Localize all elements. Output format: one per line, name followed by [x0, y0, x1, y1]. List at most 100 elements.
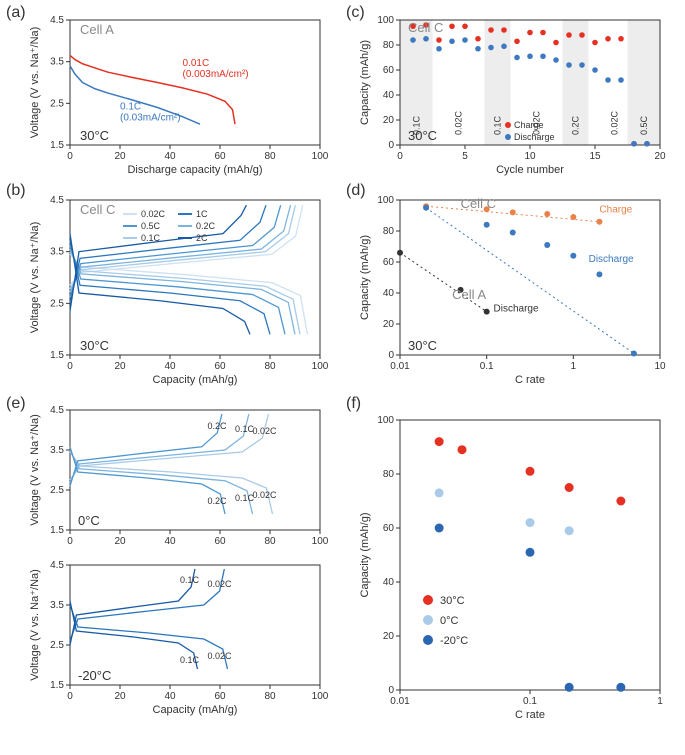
- svg-text:0.2C: 0.2C: [207, 496, 227, 506]
- svg-text:1C: 1C: [196, 209, 208, 219]
- svg-text:80: 80: [383, 469, 395, 480]
- svg-text:40: 40: [164, 691, 176, 702]
- svg-text:C rate: C rate: [515, 374, 545, 386]
- svg-text:0.02C: 0.02C: [252, 426, 277, 436]
- svg-text:60: 60: [383, 523, 395, 534]
- svg-text:30°C: 30°C: [440, 595, 465, 607]
- svg-text:Cell A: Cell A: [452, 287, 486, 302]
- svg-text:0: 0: [67, 691, 73, 702]
- svg-text:0.5C: 0.5C: [141, 221, 161, 231]
- svg-text:10: 10: [524, 151, 536, 162]
- svg-text:0.02C: 0.02C: [610, 110, 620, 135]
- svg-text:3.5: 3.5: [50, 600, 64, 611]
- svg-text:0.1C: 0.1C: [180, 655, 200, 665]
- svg-text:0.01: 0.01: [390, 696, 410, 707]
- svg-text:100: 100: [312, 536, 329, 547]
- svg-text:Cell A: Cell A: [80, 22, 114, 37]
- chart-a: 0204060801001.52.53.54.5Discharge capaci…: [28, 10, 338, 185]
- svg-text:2C: 2C: [196, 233, 208, 243]
- svg-text:Charge: Charge: [514, 120, 544, 130]
- svg-text:-20°C: -20°C: [78, 668, 111, 683]
- svg-text:100: 100: [312, 361, 329, 372]
- svg-text:80: 80: [264, 151, 276, 162]
- svg-text:Cell C: Cell C: [80, 202, 115, 217]
- svg-text:20: 20: [114, 151, 126, 162]
- svg-text:Capacity (mAh/g): Capacity (mAh/g): [359, 235, 371, 320]
- svg-text:40: 40: [164, 536, 176, 547]
- svg-text:0.5C: 0.5C: [639, 115, 649, 135]
- svg-text:100: 100: [312, 151, 329, 162]
- svg-text:4.5: 4.5: [50, 405, 64, 416]
- svg-text:4.5: 4.5: [50, 195, 64, 206]
- svg-text:60: 60: [214, 361, 226, 372]
- svg-text:20: 20: [383, 631, 395, 642]
- svg-text:Voltage (V vs. Na⁺/Na): Voltage (V vs. Na⁺/Na): [29, 414, 41, 526]
- label-e: (e): [6, 395, 26, 413]
- svg-text:20: 20: [383, 319, 395, 330]
- svg-text:Capacity (mAh/g): Capacity (mAh/g): [359, 40, 371, 125]
- svg-text:0.1: 0.1: [480, 361, 494, 372]
- chart-e: 1.5 2.5 3.5 4.5 Voltage (V vs. Na⁺/Na) 0 20 40 6…: [28, 400, 338, 740]
- svg-text:0.2C: 0.2C: [207, 421, 227, 431]
- chart-b: 0204060801001.52.53.54.5Capacity (mAh/g)…: [28, 190, 338, 395]
- svg-text:60: 60: [214, 151, 226, 162]
- svg-text:0.01C: 0.01C: [183, 58, 210, 69]
- svg-text:Discharge: Discharge: [589, 254, 634, 265]
- svg-text:0: 0: [67, 151, 73, 162]
- label-a: (a): [6, 4, 26, 22]
- svg-text:100: 100: [377, 415, 394, 426]
- svg-text:0.1C: 0.1C: [141, 233, 161, 243]
- svg-text:30°C: 30°C: [80, 128, 109, 143]
- svg-text:-20°C: -20°C: [440, 635, 468, 647]
- svg-text:0: 0: [388, 140, 394, 151]
- svg-text:20: 20: [114, 691, 126, 702]
- svg-text:3.5: 3.5: [50, 247, 64, 258]
- svg-text:(0.03mA/cm²): (0.03mA/cm²): [120, 113, 181, 124]
- svg-text:15: 15: [589, 151, 601, 162]
- svg-text:Discharge capacity (mAh/g): Discharge capacity (mAh/g): [127, 164, 262, 176]
- svg-text:60: 60: [214, 691, 226, 702]
- chart-f: 0.010.11020406080100C rateCapacity (mAh/…: [358, 400, 678, 740]
- svg-text:C rate: C rate: [515, 709, 545, 721]
- svg-text:0: 0: [388, 350, 394, 361]
- svg-text:Cell C: Cell C: [408, 20, 443, 35]
- svg-text:60: 60: [383, 257, 395, 268]
- svg-text:0.02C: 0.02C: [454, 110, 464, 135]
- svg-text:80: 80: [264, 536, 276, 547]
- label-b: (b): [6, 182, 26, 200]
- svg-text:Voltage (V vs. Na⁺/Na): Voltage (V vs. Na⁺/Na): [29, 27, 41, 139]
- svg-text:40: 40: [164, 361, 176, 372]
- svg-text:0.1C: 0.1C: [493, 115, 503, 135]
- svg-text:Capacity (mAh/g): Capacity (mAh/g): [153, 704, 238, 716]
- svg-text:Cycle number: Cycle number: [496, 164, 564, 176]
- svg-text:80: 80: [383, 226, 395, 237]
- svg-text:2.5: 2.5: [50, 485, 64, 496]
- svg-text:100: 100: [312, 691, 329, 702]
- svg-text:0.02C: 0.02C: [141, 209, 166, 219]
- svg-text:20: 20: [654, 151, 666, 162]
- svg-text:20: 20: [114, 361, 126, 372]
- svg-text:0.2C: 0.2C: [571, 115, 581, 135]
- svg-text:0.1C: 0.1C: [235, 424, 255, 434]
- svg-text:4.5: 4.5: [50, 560, 64, 571]
- svg-text:1.5: 1.5: [50, 680, 64, 691]
- svg-text:Discharge: Discharge: [494, 304, 539, 315]
- svg-text:10: 10: [654, 361, 666, 372]
- svg-text:0.1C: 0.1C: [180, 575, 200, 585]
- svg-text:80: 80: [383, 40, 395, 51]
- svg-text:0.02C: 0.02C: [207, 651, 232, 661]
- svg-text:0.01: 0.01: [390, 361, 410, 372]
- svg-text:Voltage (V vs. Na⁺/Na): Voltage (V vs. Na⁺/Na): [29, 222, 41, 334]
- svg-text:100: 100: [377, 195, 394, 206]
- svg-text:Capacity (mAh/g): Capacity (mAh/g): [153, 374, 238, 386]
- svg-text:Cell C: Cell C: [461, 196, 496, 211]
- svg-text:40: 40: [164, 151, 176, 162]
- svg-text:(0.003mA/cm²): (0.003mA/cm²): [183, 69, 249, 80]
- svg-text:Charge: Charge: [599, 204, 632, 215]
- svg-text:0.1C: 0.1C: [120, 102, 141, 113]
- svg-text:30°C: 30°C: [408, 338, 437, 353]
- svg-text:60: 60: [214, 536, 226, 547]
- svg-text:1: 1: [657, 696, 663, 707]
- svg-text:0: 0: [67, 536, 73, 547]
- svg-text:0: 0: [388, 685, 394, 696]
